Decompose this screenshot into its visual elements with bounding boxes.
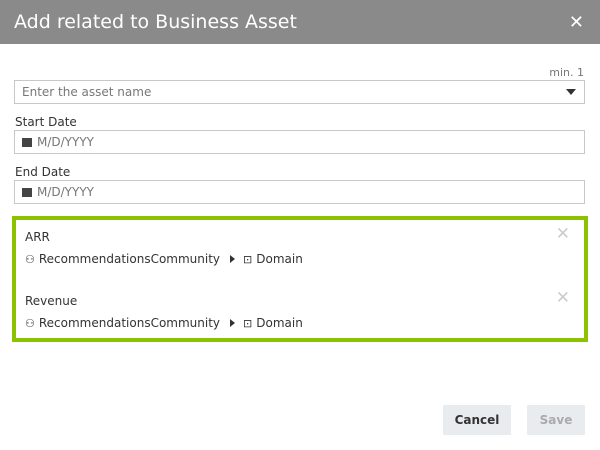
min-count-label: min. 1 [549,66,584,79]
domain-icon: ⊡ [243,252,253,266]
asset-path: ⚇ RecommendationsCommunity ⊡ Domain [25,316,303,330]
asset-name-placeholder: Enter the asset name [22,85,152,99]
asset-name: Revenue [25,294,78,308]
calendar-icon [22,137,32,147]
asset-name-input[interactable]: Enter the asset name [14,80,585,104]
caret-right-icon [230,319,236,327]
community-name: RecommendationsCommunity [38,316,221,330]
save-button[interactable]: Save [527,405,585,435]
domain-name: Domain [256,252,303,266]
end-date-placeholder: M/D/YYYY [37,185,94,199]
cancel-button[interactable]: Cancel [443,405,511,435]
asset-path: ⚇ RecommendationsCommunity ⊡ Domain [25,252,303,266]
chevron-down-icon[interactable] [566,89,576,95]
dialog-title: Add related to Business Asset [14,11,297,33]
community-name: RecommendationsCommunity [38,252,221,266]
calendar-icon [22,187,32,197]
start-date-input[interactable]: M/D/YYYY [14,130,585,154]
remove-icon[interactable]: ✕ [555,224,570,244]
asset-name: ARR [25,230,50,244]
domain-icon: ⊡ [243,316,253,330]
start-date-label: Start Date [15,115,77,129]
remove-icon[interactable]: ✕ [555,288,570,308]
selected-assets-list: ARR ⚇ RecommendationsCommunity ⊡ Domain … [12,216,588,342]
domain-name: Domain [256,316,303,330]
list-item: ARR ⚇ RecommendationsCommunity ⊡ Domain [25,230,303,266]
community-icon: ⚇ [25,316,35,330]
list-item: Revenue ⚇ RecommendationsCommunity ⊡ Dom… [25,294,303,330]
dialog-header: Add related to Business Asset ✕ [0,0,600,44]
close-icon[interactable]: ✕ [568,11,584,33]
caret-right-icon [230,255,236,263]
end-date-input[interactable]: M/D/YYYY [14,180,585,204]
start-date-placeholder: M/D/YYYY [37,135,94,149]
community-icon: ⚇ [25,252,35,266]
end-date-label: End Date [15,165,71,179]
